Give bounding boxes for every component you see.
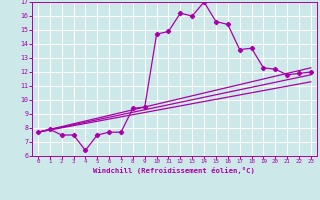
X-axis label: Windchill (Refroidissement éolien,°C): Windchill (Refroidissement éolien,°C): [93, 167, 255, 174]
